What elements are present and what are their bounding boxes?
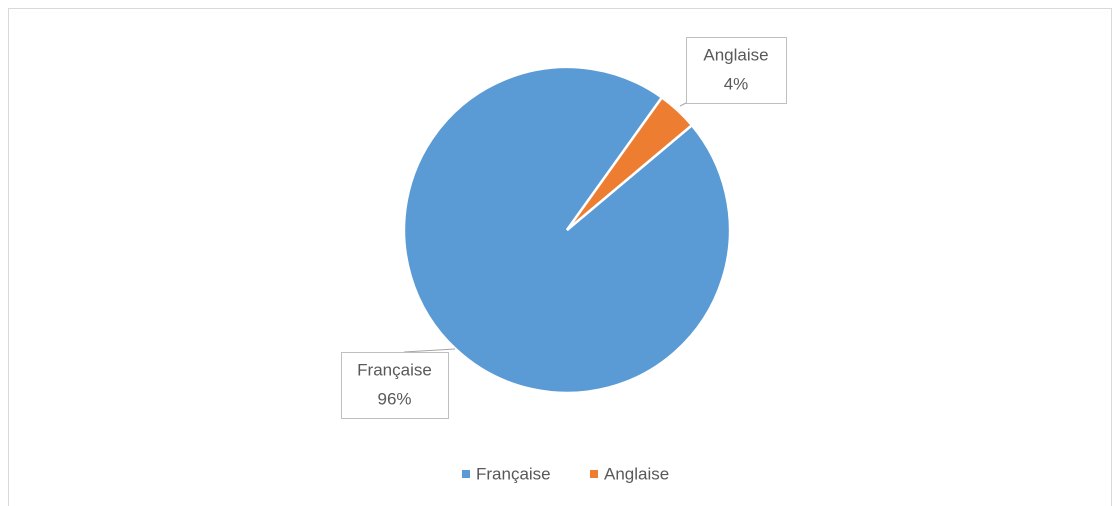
legend-swatch — [462, 470, 470, 478]
legend-label: Anglaise — [604, 464, 669, 483]
leader-line — [679, 102, 687, 107]
data-label-box — [341, 352, 449, 419]
data-label-box — [686, 37, 787, 104]
leader-line — [403, 348, 456, 353]
pie-slice — [565, 95, 694, 231]
legend-swatch — [590, 470, 598, 478]
legend-label: Française — [476, 464, 551, 483]
data-label-category: Française — [357, 360, 432, 379]
data-label-category: Anglaise — [703, 45, 768, 64]
data-label-value: 96% — [377, 389, 411, 408]
data-label-value: 4% — [724, 74, 749, 93]
